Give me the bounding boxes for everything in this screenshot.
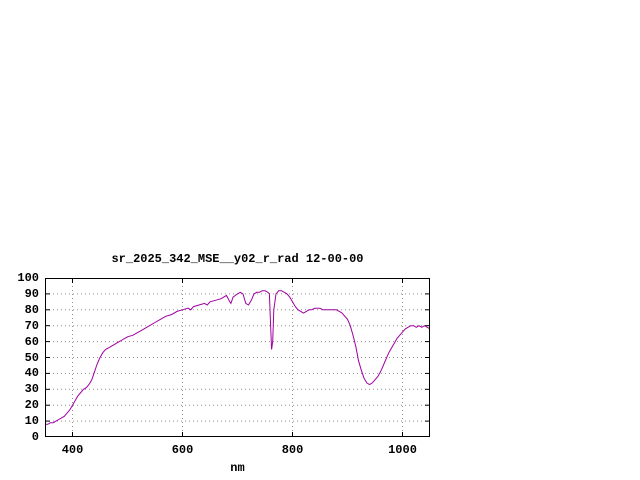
spectral-curve (45, 290, 431, 425)
x-tick-label: 400 (61, 443, 84, 457)
y-tick-label: 40 (24, 366, 39, 381)
y-tick-label: 50 (24, 350, 39, 365)
plot-svg (45, 277, 431, 438)
y-tick-label: 30 (24, 382, 39, 397)
y-tick-label: 100 (17, 271, 39, 285)
y-tick-label: 70 (24, 318, 39, 333)
y-tick-label: 20 (24, 398, 39, 413)
x-axis-label: nm (230, 461, 245, 475)
y-tick-label: 10 (24, 414, 39, 429)
y-tick-label: 90 (24, 286, 39, 301)
plot-border (45, 278, 430, 437)
y-tick-label: 0 (31, 430, 39, 444)
y-tick-label: 80 (24, 302, 39, 317)
x-tick-label: 600 (171, 443, 194, 457)
chart-title: sr_2025_342_MSE__y02_r_rad 12-00-00 (111, 252, 364, 266)
x-tick-label: 800 (281, 443, 304, 457)
x-tick-label: 1000 (388, 443, 417, 457)
plot-area (45, 277, 431, 438)
y-tick-label: 60 (24, 334, 39, 349)
